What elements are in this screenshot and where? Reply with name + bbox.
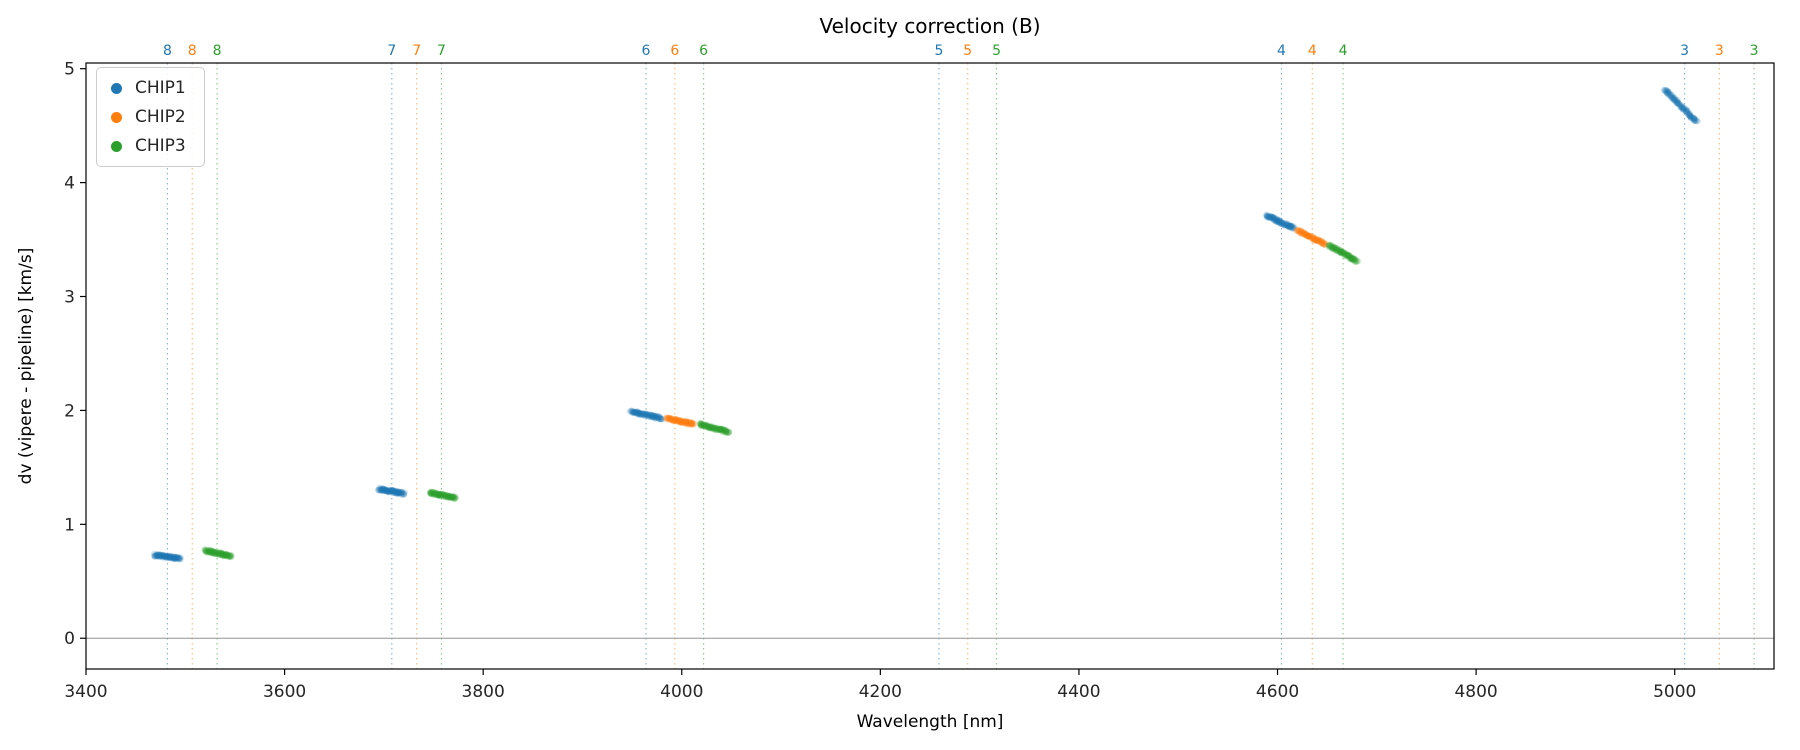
legend-entry-chip1: CHIP1 (111, 78, 186, 98)
scatter-segment (696, 419, 733, 437)
y-tick-label: 4 (64, 174, 75, 194)
legend-entry-chip2: CHIP2 (111, 107, 186, 127)
scatter-segment (1263, 211, 1298, 232)
scatter-segment (151, 550, 184, 563)
axes: 3400 3600 3800 4000 4200 4400 4600 4800 5000 0 1 2 3… (64, 60, 1775, 702)
legend: CHIP1 CHIP2 CHIP3 (96, 67, 205, 167)
y-tick-label: 1 (64, 515, 75, 535)
order-number-label: 7 (437, 43, 446, 59)
y-axis-label: dv (vipere - pipeline) [km/s] (16, 247, 36, 485)
plot-frame (85, 62, 1775, 670)
order-number-label: 7 (387, 43, 396, 59)
order-number-label: 4 (1277, 43, 1286, 59)
scatter-segment (626, 407, 666, 423)
scatter-segment (1661, 86, 1701, 125)
order-number-label: 8 (213, 43, 222, 59)
x-tick-label: 4800 (1454, 682, 1497, 702)
x-tick-label: 4000 (660, 682, 703, 702)
order-number-label: 6 (699, 43, 708, 59)
scatter-segment (427, 488, 460, 502)
order-number-label: 4 (1339, 43, 1348, 59)
order-number-label: 3 (1715, 43, 1724, 59)
order-number-label: 7 (412, 43, 421, 59)
legend-entry-chip3: CHIP3 (111, 136, 186, 156)
order-number-label: 5 (992, 43, 1001, 59)
chip2-marker-icon (111, 111, 122, 123)
order-number-label: 3 (1750, 43, 1759, 59)
x-tick-label: 5000 (1653, 682, 1696, 702)
y-tick-label: 3 (64, 288, 75, 308)
order-number-label: 6 (670, 43, 679, 59)
x-tick-label: 3600 (263, 682, 306, 702)
scatter-segment (201, 546, 235, 561)
scatter-segment (1293, 226, 1329, 249)
x-axis-label: Wavelength [nm] (856, 712, 1004, 732)
order-number-label: 8 (163, 43, 172, 59)
order-number-label: 5 (934, 43, 943, 59)
order-number-label: 6 (642, 43, 651, 59)
y-tick-label: 0 (64, 629, 75, 649)
order-number-label: 8 (188, 43, 197, 59)
x-tick-label: 4600 (1256, 682, 1299, 702)
legend-label-chip1: CHIP1 (135, 78, 186, 98)
scatter-segment (374, 484, 408, 498)
chip3-marker-icon (111, 140, 122, 152)
x-tick-label: 4400 (1057, 682, 1100, 702)
chip1-marker-icon (111, 82, 122, 94)
y-tick-label: 2 (64, 401, 75, 421)
legend-label-chip3: CHIP3 (135, 136, 186, 156)
legend-label-chip2: CHIP2 (135, 107, 186, 127)
y-tick-label: 5 (64, 60, 75, 80)
order-number-label: 5 (963, 43, 972, 59)
x-tick-label: 3400 (64, 682, 107, 702)
scatter-points (151, 86, 1701, 563)
scatter-segment (1325, 241, 1361, 266)
chart-title: Velocity correction (B) (819, 14, 1041, 38)
order-number-label: 4 (1308, 43, 1317, 59)
x-tick-label: 4200 (859, 682, 902, 702)
order-number-label: 3 (1680, 43, 1689, 59)
scatter-segment (663, 414, 698, 429)
order-guide-lines (166, 63, 1755, 669)
x-tick-label: 3800 (462, 682, 505, 702)
